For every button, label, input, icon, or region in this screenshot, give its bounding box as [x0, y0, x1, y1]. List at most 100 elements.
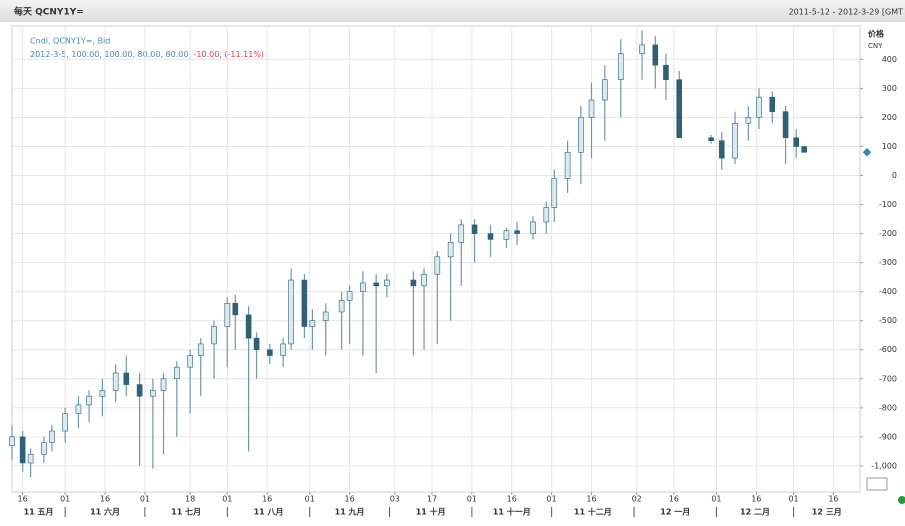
- candle-body: [782, 111, 789, 139]
- x-tick-label: 01: [60, 495, 70, 504]
- candle-body: [373, 282, 379, 287]
- candle-body: [745, 117, 752, 124]
- candle-body: [471, 224, 478, 234]
- x-tick-label: 03: [390, 495, 400, 504]
- x-tick-label: 02: [632, 495, 642, 504]
- candle-body: [288, 279, 294, 345]
- candle-body: [588, 99, 595, 118]
- month-label: 11 五月: [24, 508, 54, 517]
- candle-body: [280, 343, 286, 356]
- y-tick-label: 300: [882, 84, 897, 93]
- status-dot: [898, 496, 905, 504]
- x-tick-label: 17: [427, 495, 437, 504]
- month-label: 11 十一月: [493, 507, 531, 517]
- candle-body: [197, 343, 204, 356]
- x-tick-label: 16: [669, 495, 679, 504]
- candle-body: [718, 140, 725, 159]
- x-tick-label: 01: [788, 495, 798, 504]
- candle-body: [253, 337, 260, 351]
- candle-body: [421, 273, 427, 287]
- month-label: 11 八月: [254, 508, 284, 517]
- candle-body: [322, 311, 329, 321]
- x-tick-label: 16: [262, 495, 272, 504]
- candle-body: [360, 282, 366, 292]
- candle-body: [551, 178, 558, 208]
- candle-body: [136, 384, 143, 397]
- y-tick-label: -600: [879, 345, 897, 354]
- candle-body: [410, 279, 417, 287]
- candle-body: [602, 79, 608, 101]
- header-bar: [0, 0, 905, 22]
- candle-body: [150, 390, 156, 397]
- candle-body: [708, 137, 714, 141]
- candle-body: [801, 146, 807, 153]
- last-price-marker: [862, 148, 872, 157]
- x-tick-label: 16: [828, 495, 838, 504]
- y-tick-label: -700: [879, 374, 897, 383]
- candle-body: [174, 366, 180, 380]
- month-label: 11 七月: [171, 507, 201, 517]
- month-label: 11 十二月: [574, 507, 612, 517]
- candle-body: [617, 53, 624, 81]
- y-tick-label: -200: [879, 229, 897, 238]
- candle-body: [732, 122, 738, 159]
- x-tick-label: 01: [222, 495, 232, 504]
- y-tick-label: -300: [879, 258, 897, 267]
- y-tick-label: -900: [879, 432, 897, 441]
- candle-body: [19, 436, 26, 464]
- x-tick-label: 16: [751, 495, 761, 504]
- y-axis-unit: CNY: [868, 42, 883, 50]
- candle-body: [663, 64, 669, 81]
- y-tick-label: 0: [892, 171, 897, 180]
- x-tick-label: 16: [100, 495, 110, 504]
- y-tick-label: -100: [879, 200, 897, 209]
- candle-body: [543, 207, 550, 223]
- y-axis-title: 价格: [868, 29, 885, 39]
- candle-body: [309, 320, 316, 327]
- candle-body: [447, 242, 454, 258]
- candle-body: [346, 291, 353, 301]
- x-tick-label: 16: [345, 495, 355, 504]
- y-tick-label: 400: [882, 55, 897, 64]
- candle-body: [41, 442, 47, 455]
- y-tick-label: 100: [882, 142, 897, 151]
- month-label: 12 二月: [740, 508, 770, 517]
- candle-body: [756, 96, 762, 118]
- month-label: 11 六月: [90, 507, 120, 517]
- legend-change: -10.00, (-11.11%): [194, 50, 265, 59]
- month-label: 12 一月: [660, 508, 690, 517]
- y-tick-label: 200: [882, 113, 897, 122]
- candle-body: [9, 436, 15, 446]
- x-tick-label: 01: [547, 495, 557, 504]
- candle-body: [86, 395, 92, 406]
- y-tick-label: -500: [879, 316, 897, 325]
- candle-body: [578, 117, 584, 153]
- candle-body: [652, 44, 659, 66]
- x-tick-label: 16: [507, 495, 517, 504]
- month-label: 12 三月: [812, 508, 842, 517]
- candle-body: [458, 224, 465, 243]
- candle-body: [769, 96, 776, 112]
- candle-body: [160, 378, 167, 391]
- candle-body: [503, 230, 510, 240]
- legend-ohlc: 2012-3-5, 100.00, 100.00, 80.00, 80.00,: [30, 50, 194, 59]
- candle-body: [564, 151, 571, 179]
- x-tick-label: 01: [467, 495, 477, 504]
- y-tick-label: -1,000: [871, 461, 897, 470]
- candle-body: [123, 372, 130, 385]
- candle-body: [75, 404, 82, 414]
- month-label: 11 十月: [416, 507, 446, 517]
- candle-body: [187, 355, 193, 368]
- candle-body: [62, 413, 68, 432]
- zoom-button[interactable]: [866, 477, 888, 491]
- x-tick-label: 01: [305, 495, 315, 504]
- candle-body: [211, 326, 217, 345]
- candle-body: [301, 279, 308, 327]
- candle-body: [530, 221, 536, 234]
- x-tick-label: 18: [185, 495, 195, 504]
- candle-body: [434, 256, 441, 275]
- candle-body: [99, 390, 106, 397]
- y-tick-label: -800: [879, 403, 897, 412]
- candle-body: [384, 279, 390, 287]
- candle-body: [676, 79, 683, 139]
